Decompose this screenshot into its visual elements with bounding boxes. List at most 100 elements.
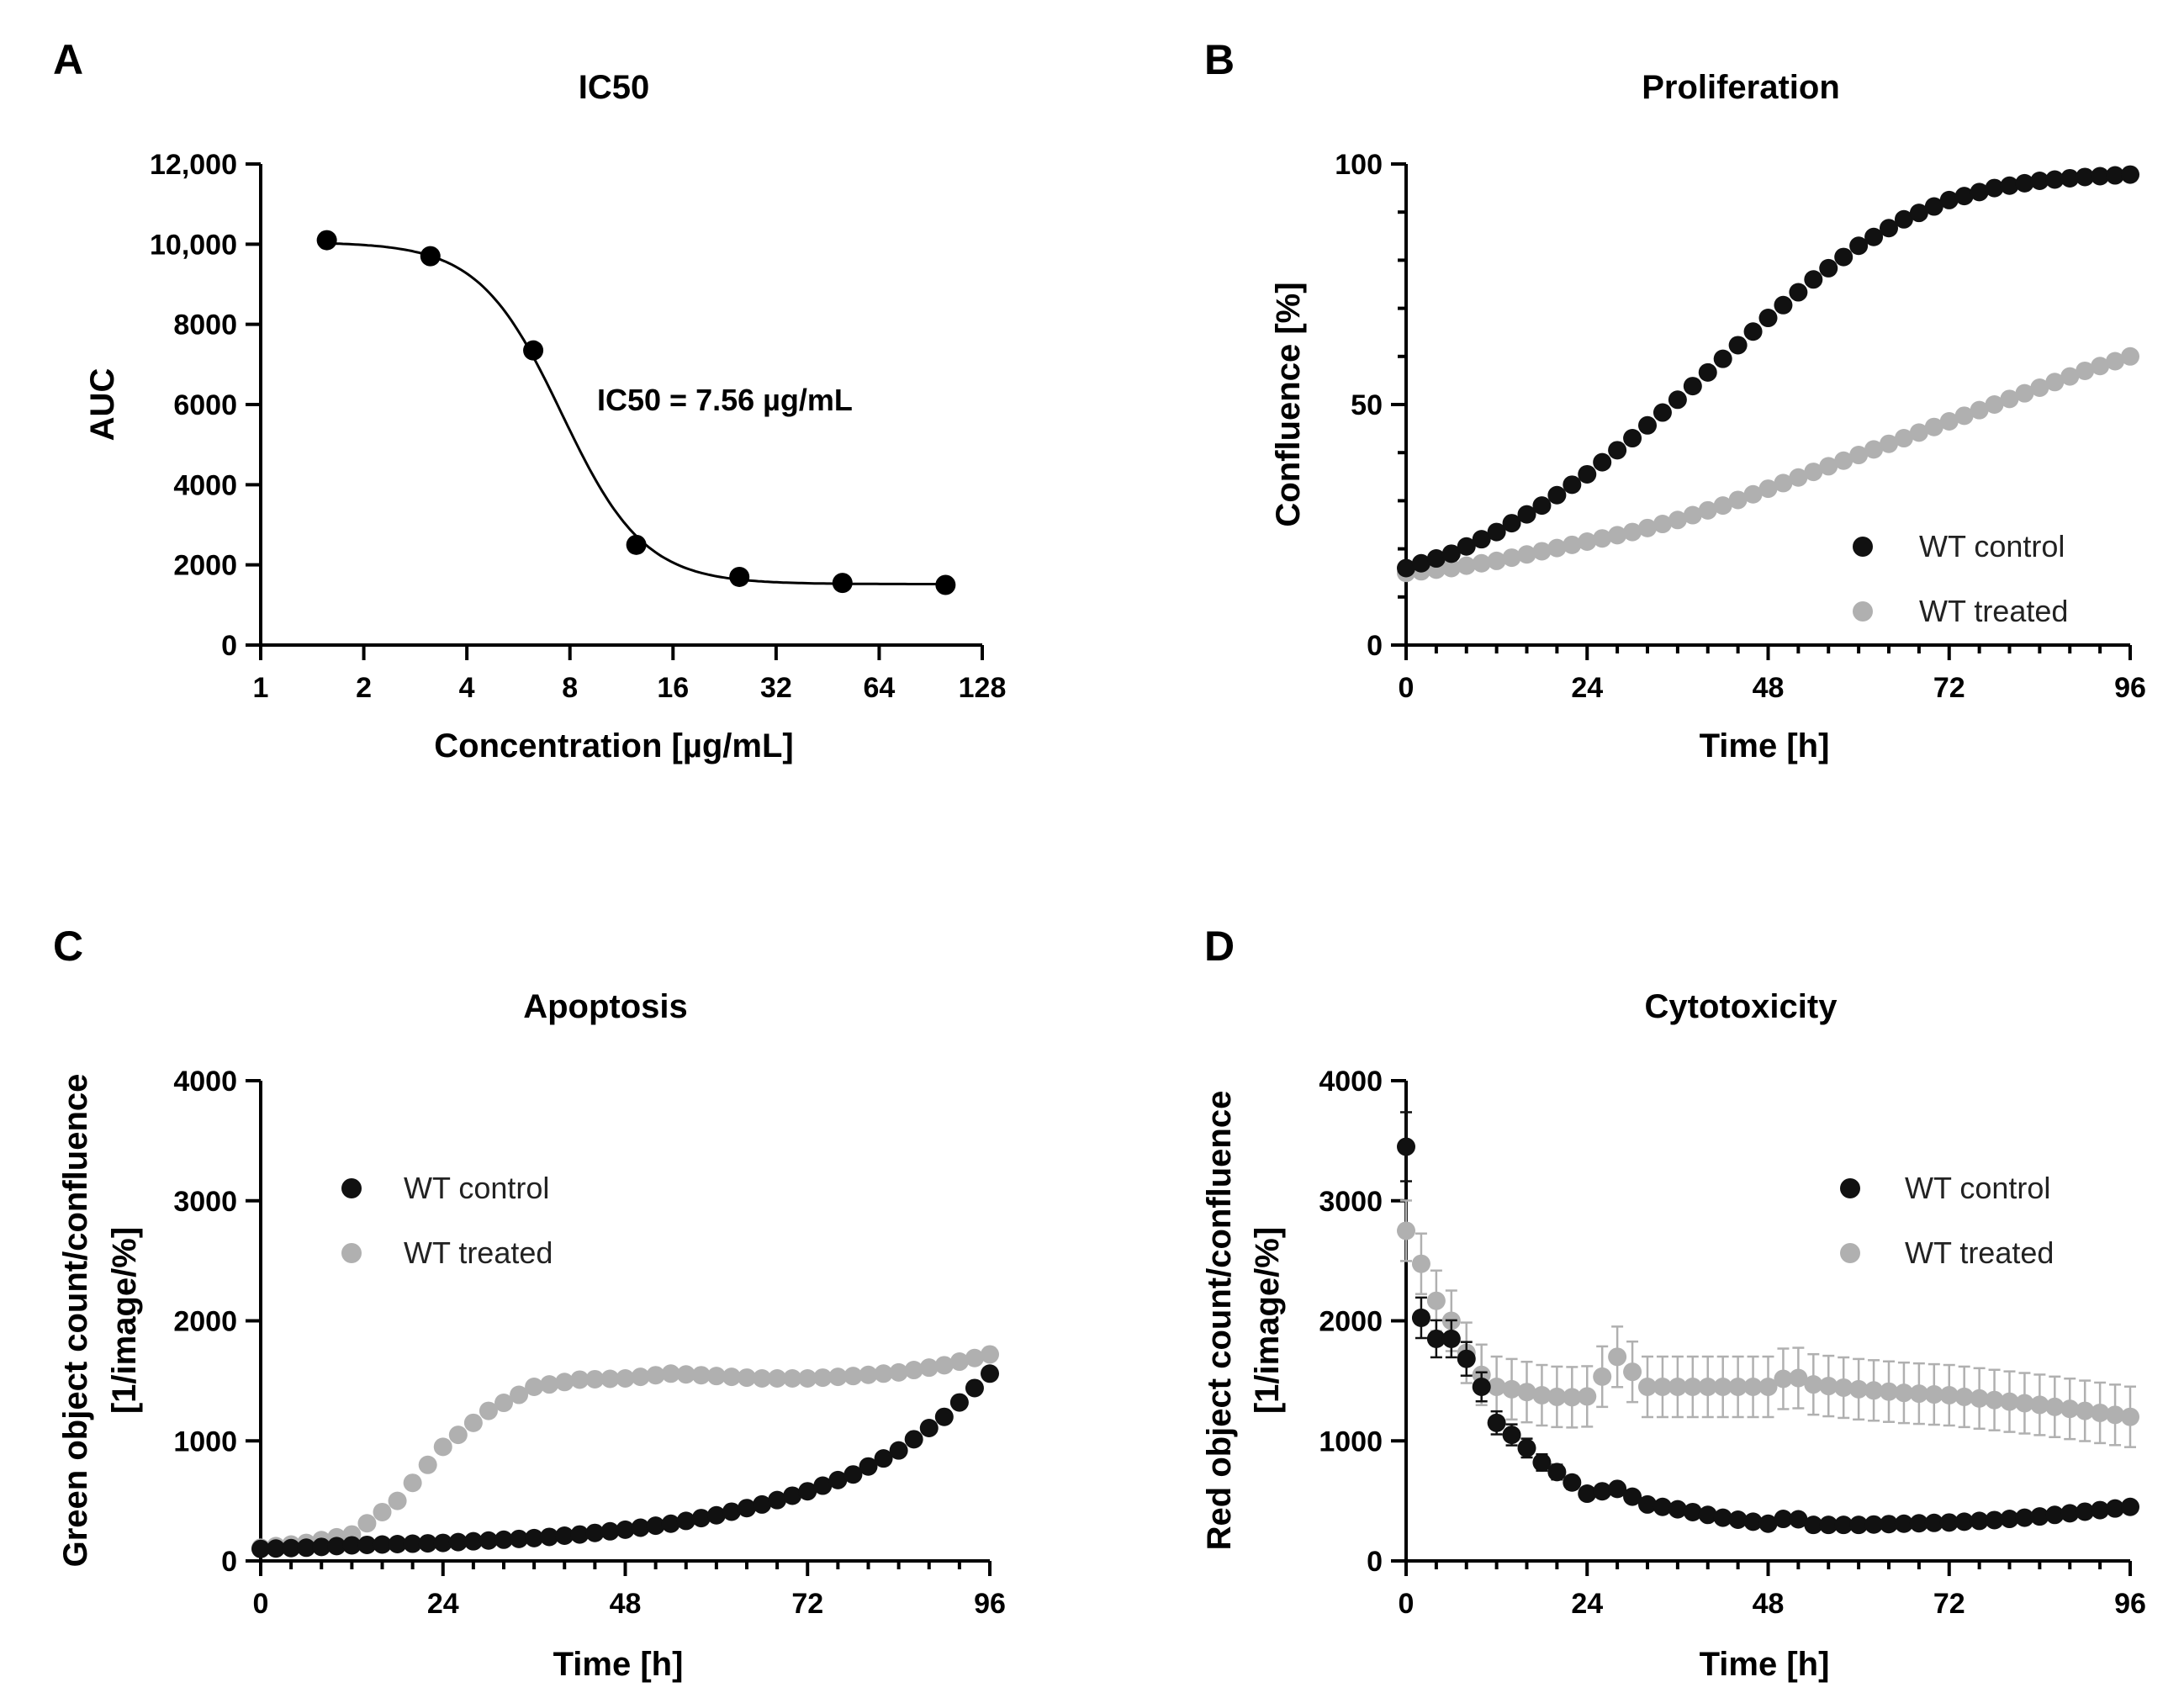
data-point (2076, 361, 2095, 380)
data-point (1909, 1384, 1928, 1404)
data-point (2106, 166, 2125, 185)
axes-d (1404, 1081, 2130, 1563)
data-point (1441, 544, 1461, 563)
data-point (388, 1535, 407, 1554)
data-point (357, 1535, 377, 1554)
x-tick-label: 96 (2114, 1588, 2146, 1620)
series-control (251, 1364, 999, 1558)
data-point (312, 1537, 331, 1557)
data-point (1487, 1413, 1506, 1432)
data-point (768, 1369, 787, 1389)
data-point (1864, 1515, 1884, 1534)
data-point (676, 1511, 695, 1531)
data-point (1578, 1387, 1597, 1406)
data-point (1939, 1513, 1959, 1532)
data-point (510, 1385, 529, 1404)
x-tick-label: 24 (427, 1588, 459, 1620)
data-point (570, 1370, 590, 1389)
data-point (1426, 549, 1446, 569)
data-point (1924, 1385, 1943, 1404)
axes-b (1404, 164, 2130, 647)
data-point (1608, 441, 1627, 460)
data-point (1743, 322, 1763, 341)
data-points-a (316, 230, 956, 595)
data-point (1758, 309, 1778, 328)
x-axis-label-c: Time [h] (553, 1646, 684, 1683)
panel-a: A IC50 0 2000 4000 6000 8000 10,000 12,000 1 2 4… (53, 36, 1006, 764)
chart-title-c: Apoptosis (523, 988, 688, 1025)
data-point (403, 1473, 422, 1493)
data-point (813, 1476, 833, 1495)
data-point (1743, 1378, 1763, 1397)
data-point (1880, 1515, 1898, 1534)
x-tick-label: 64 (864, 672, 896, 704)
data-point (1849, 236, 1869, 256)
data-point (949, 1352, 969, 1372)
data-point (1728, 336, 1748, 355)
data-point (1653, 403, 1672, 422)
x-axis-label-b: Time [h] (1700, 727, 1830, 764)
data-point (2045, 170, 2065, 189)
data-point (1713, 349, 1732, 368)
y-axis-label-c-line2: [1/image/%] (106, 1227, 143, 1414)
data-point (1623, 1487, 1642, 1506)
panel-label-d: D (1204, 923, 1235, 970)
data-point (1728, 1510, 1748, 1529)
data-point (1834, 451, 1853, 470)
x-axis-label-a: Concentration [µg/mL] (434, 727, 793, 764)
data-point (1683, 505, 1702, 525)
data-point (1698, 362, 1717, 382)
data-point (646, 1516, 665, 1536)
data-point (327, 1537, 346, 1556)
data-point (1683, 1502, 1702, 1521)
data-point (463, 1413, 483, 1432)
data-point (965, 1378, 984, 1398)
data-point (1638, 518, 1657, 537)
data-point (1939, 1386, 1959, 1405)
data-point (729, 566, 750, 587)
data-point (2106, 1405, 2125, 1425)
y-ticks-b: 0 50 100 (1335, 149, 1406, 662)
y-tick-label: 0 (221, 630, 237, 662)
data-point (738, 1368, 756, 1388)
data-point (1970, 1511, 1989, 1531)
data-point (965, 1348, 984, 1367)
x-tick-label: 96 (974, 1588, 1006, 1620)
series-control (1397, 165, 2139, 578)
x-tick-label: 8 (562, 672, 578, 704)
legend-label-control-b: WT control (1919, 529, 2065, 563)
data-point (540, 1527, 559, 1547)
data-point (2091, 167, 2110, 186)
data-point (1563, 1473, 1582, 1492)
data-point (1547, 1463, 1567, 1482)
data-point (1623, 522, 1642, 542)
data-point (1909, 423, 1928, 442)
legend-marker-control-d (1840, 1178, 1860, 1198)
data-point (1411, 553, 1430, 573)
data-point (1668, 1500, 1687, 1519)
y-axis-label-a: AUC (84, 368, 121, 442)
data-point (1713, 1508, 1732, 1527)
data-point (1970, 1389, 1989, 1408)
data-point (1563, 535, 1582, 554)
data-point (1698, 1378, 1717, 1397)
y-tick-label: 3000 (173, 1186, 237, 1218)
data-point (2015, 1508, 2034, 1527)
data-point (1532, 496, 1552, 516)
data-point (1728, 490, 1748, 510)
data-point (1563, 475, 1582, 495)
data-point (1426, 1291, 1446, 1310)
data-point (2000, 389, 2019, 409)
data-point (1774, 1369, 1793, 1389)
data-point (479, 1401, 498, 1420)
data-point (1880, 1382, 1898, 1401)
y-tick-label: 50 (1351, 389, 1383, 421)
data-point (1547, 485, 1567, 505)
data-point (1638, 415, 1657, 435)
data-point (2045, 373, 2065, 392)
x-ticks-d: 0 24 48 72 96 (1399, 1561, 2146, 1620)
data-point (1668, 510, 1687, 530)
data-point (676, 1365, 695, 1384)
data-point (1713, 1378, 1732, 1397)
